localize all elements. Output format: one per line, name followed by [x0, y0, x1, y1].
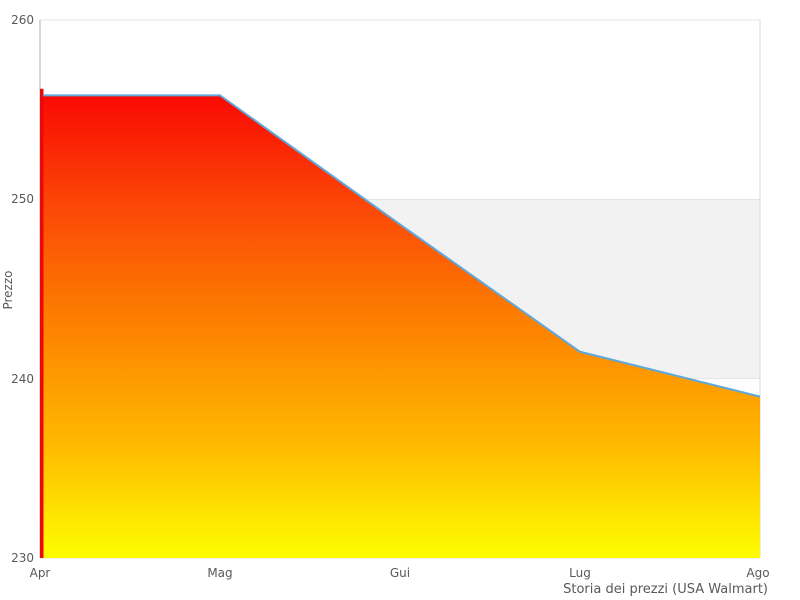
x-tick-label: Apr [29, 566, 51, 580]
x-tick-label: Lug [569, 566, 591, 580]
chart-caption: Storia dei prezzi (USA Walmart) [563, 582, 768, 597]
y-tick-label: 260 [11, 13, 34, 27]
x-tick-label: Ago [746, 566, 770, 580]
y-tick-label: 230 [11, 551, 34, 565]
y-tick-label: 250 [11, 192, 34, 207]
x-tick-label: Gui [389, 566, 411, 580]
y-axis-title: Prezzo [1, 270, 15, 310]
left-edge-marker [40, 88, 44, 558]
price-line [43, 94, 761, 398]
x-tick-label: Mag [207, 566, 233, 580]
y-tick-label: 240 [11, 371, 34, 386]
price-area [40, 95, 760, 558]
